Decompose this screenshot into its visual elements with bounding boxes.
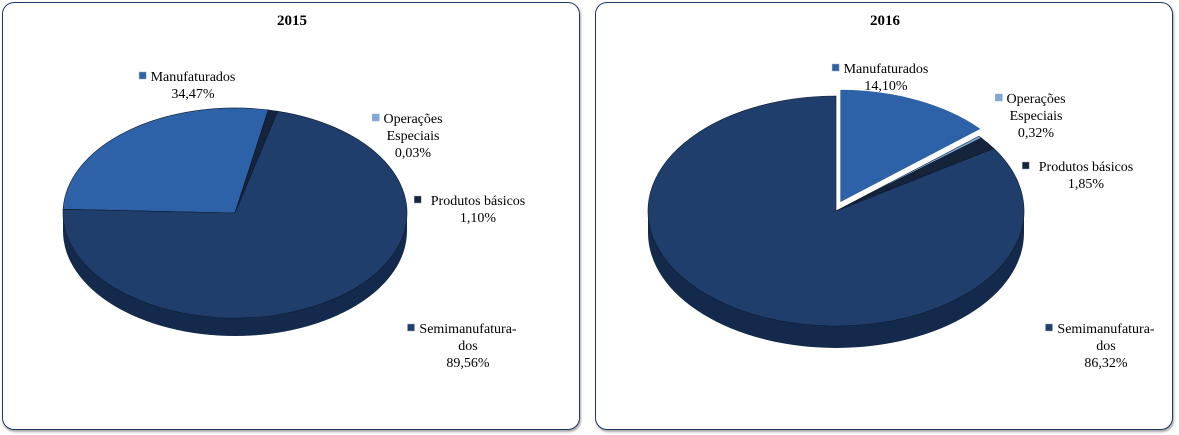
- slice-label-text: Especiais: [1010, 109, 1063, 124]
- pie-chart-2015: 2015 Manufaturados 34,47% Operações Especia…: [62, 13, 526, 371]
- slice-label-text: Manufaturados: [844, 62, 929, 77]
- slice-side-semi: [648, 211, 1024, 348]
- label-prod: Produtos básicos 1,85%: [1021, 160, 1134, 192]
- legend-labels: Manufaturados 14,10% Operações Especiais 0,3…: [831, 62, 1155, 371]
- chart-title: 2016: [870, 13, 901, 29]
- legend-key-manuf: [831, 63, 840, 72]
- chart-title: 2015: [277, 13, 307, 29]
- slice-value-label: 34,47%: [171, 87, 215, 102]
- slice-label-text: Operações: [1006, 92, 1065, 107]
- legend-key-manuf: [138, 71, 147, 80]
- slice-value-label: 1,10%: [460, 211, 497, 226]
- slice-value-label: 0,03%: [395, 146, 432, 161]
- slice-label-text: Produtos básicos: [1039, 160, 1134, 175]
- legend-key-prod: [413, 195, 422, 204]
- chart-panel-2016: 2016 Manufaturados 14,10% Operações Especia…: [595, 2, 1173, 430]
- chart-panel-2015: 2015 Manufaturados 34,47% Operações Especia…: [2, 2, 580, 430]
- label-semi: Semimanufatura-dos 86,32%: [1045, 322, 1155, 371]
- slice-value-label: 89,56%: [446, 356, 490, 371]
- slice-label-text: Manufaturados: [151, 70, 236, 85]
- label-semi: Semimanufatura-dos 89,56%: [407, 322, 517, 371]
- label-oper: Operações Especiais 0,03%: [372, 112, 443, 161]
- slice-semi: [62, 110, 408, 319]
- slice-semi: [647, 95, 1025, 327]
- slice-value-label: 14,10%: [864, 79, 908, 94]
- legend-labels: Manufaturados 34,47% Operações Especiais 0,0…: [138, 70, 526, 371]
- legend-key-prod: [1021, 161, 1030, 170]
- pie-body: [62, 107, 408, 336]
- slice-manuf: [62, 107, 269, 214]
- slice-manuf: [838, 87, 985, 206]
- label-prod: Produtos básicos 1,10%: [413, 194, 526, 226]
- legend-key-semi: [407, 323, 415, 332]
- legend-key-oper: [995, 93, 1003, 102]
- label-manuf: Manufaturados 14,10%: [831, 62, 929, 94]
- slice-value-label: 1,85%: [1068, 177, 1105, 192]
- legend-key-oper: [372, 113, 380, 122]
- label-oper: Operações Especiais 0,32%: [995, 92, 1066, 141]
- slice-label-text: Semimanufatura-: [1057, 322, 1155, 337]
- slice-label-text: dos: [458, 339, 477, 354]
- slice-label-text: dos: [1096, 339, 1115, 354]
- slice-side-semi: [63, 213, 407, 336]
- slice-label-text: Especiais: [387, 129, 440, 144]
- slice-label-text: Operações: [383, 112, 442, 127]
- slice-label-text: Semimanufatura-: [419, 322, 517, 337]
- slice-label-text: Produtos básicos: [431, 194, 526, 209]
- slice-value-label: 0,32%: [1018, 126, 1055, 141]
- pie-body: [647, 87, 1025, 348]
- pie-chart-2016: 2016 Manufaturados 14,10% Operações Especia…: [647, 13, 1155, 371]
- label-manuf: Manufaturados 34,47%: [138, 70, 236, 102]
- legend-key-semi: [1045, 323, 1053, 332]
- slice-value-label: 86,32%: [1084, 356, 1128, 371]
